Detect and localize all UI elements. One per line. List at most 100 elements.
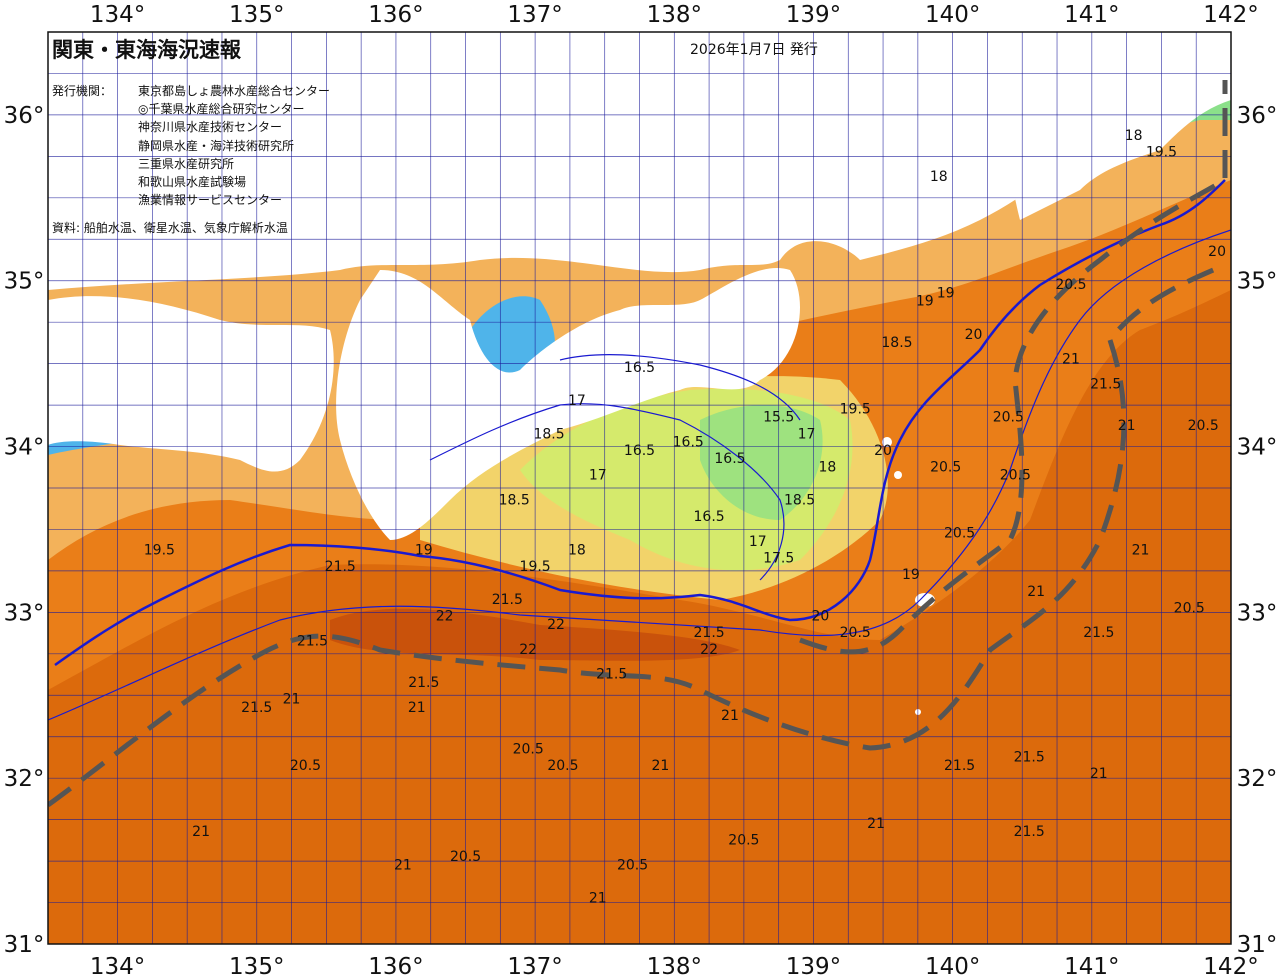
issuer-item: 神奈川県水産技術センター [138, 120, 283, 135]
isotherm-label: 20.5 [840, 625, 871, 641]
isotherm-label: 20 [965, 327, 983, 343]
isotherm-labels: 16.516.516.516.516.515.51717171717.51818… [144, 128, 1226, 907]
map-body: 16.516.516.516.516.515.51717171717.51818… [48, 32, 1231, 944]
isotherm-label: 21 [408, 700, 426, 716]
latitude-label-left: 36° [4, 103, 45, 129]
longitude-label-bottom: 139° [786, 954, 841, 980]
issuer-item: 漁業情報サービスセンター [138, 193, 283, 208]
isotherm-label: 22 [436, 609, 454, 625]
latitude-label-right: 34° [1237, 435, 1278, 461]
isotherm-19 [54, 179, 1226, 667]
isotherm-label: 20.5 [728, 833, 759, 849]
issuer-item: ◎千葉県水産総合研究センター [138, 102, 305, 117]
isotherm-label: 18.5 [881, 335, 912, 351]
isotherm-label: 16.5 [673, 435, 704, 451]
isotherm-label: 22 [700, 642, 718, 658]
isotherm-label: 16.5 [694, 509, 725, 525]
longitude-label-bottom: 141° [1064, 954, 1119, 980]
issuer-item: 東京都島しょ農林水産総合センター [138, 84, 331, 98]
latitude-label-right: 35° [1237, 269, 1278, 295]
longitude-label-bottom: 134° [90, 954, 145, 980]
longitude-label-bottom: 140° [925, 954, 980, 980]
coastal-water-16 [700, 405, 823, 520]
latitude-label-right: 31° [1237, 932, 1278, 958]
land-shikoku [48, 296, 334, 472]
isotherm-label: 17 [749, 534, 767, 550]
map-frame [47, 31, 1232, 945]
longitude-label-top: 135° [229, 2, 284, 28]
isotherm-label: 21 [589, 891, 607, 907]
isotherm-label: 21 [1118, 418, 1136, 434]
isotherm-label: 20 [812, 609, 830, 625]
isotherm-label: 21.5 [1014, 750, 1045, 766]
isotherm-label: 20.5 [930, 459, 961, 475]
isotherm-label: 21.5 [492, 592, 523, 608]
isotherm-label: 22 [547, 617, 565, 633]
isotherm-label: 21.5 [1014, 824, 1045, 840]
island [882, 437, 892, 447]
isotherm-label: 21.5 [694, 625, 725, 641]
isotherm-label: 21.5 [596, 667, 627, 683]
issuer-item: 和歌山県水産試験場 [138, 174, 247, 189]
isotherm-label: 21.5 [297, 634, 328, 650]
isotherm-label: 17 [568, 393, 586, 409]
isotherm-label: 20.5 [1188, 418, 1219, 434]
isotherm-label: 18 [818, 459, 836, 475]
data-source: 資料: 船舶水温、衛星水温、気象庁解析水温 [52, 221, 288, 235]
latitude-label-right: 36° [1237, 103, 1278, 129]
isotherm-label: 18 [1125, 128, 1143, 144]
longitude-label-top: 140° [925, 2, 980, 28]
isotherm-label: 19.5 [840, 401, 871, 417]
longitude-label-bottom: 137° [507, 954, 562, 980]
isotherm-label: 22 [519, 642, 537, 658]
isotherm-label: 21.5 [1090, 377, 1121, 393]
latitude-label-right: 33° [1237, 600, 1278, 626]
isotherm-label: 18.5 [784, 493, 815, 509]
isotherm-20 [48, 229, 1231, 721]
isotherm-label: 21 [651, 758, 669, 774]
isotherm-label: 21.5 [408, 675, 439, 691]
map-title: 関東・東海海況速報 [52, 38, 241, 62]
island [894, 471, 902, 479]
kuroshio-branch [799, 80, 1228, 655]
longitude-label-top: 136° [368, 2, 423, 28]
isotherm-17 [429, 403, 785, 581]
isotherm-label: 21.5 [1083, 625, 1114, 641]
isotherm-label: 21 [867, 816, 885, 832]
lat-lon-grid [48, 32, 1231, 944]
isotherm-16 [559, 353, 801, 421]
isotherm-label: 18.5 [533, 426, 564, 442]
kuroshio-axis [48, 262, 1226, 808]
longitude-label-top: 137° [507, 2, 562, 28]
isotherm-label: 20 [1208, 244, 1226, 260]
isotherm-label: 21 [1132, 542, 1150, 558]
isotherm-label: 19 [916, 294, 934, 310]
isotherm-label: 17 [589, 468, 607, 484]
isotherm-label: 17.5 [763, 551, 794, 567]
isotherm-label: 20.5 [1174, 600, 1205, 616]
latitude-label-left: 31° [4, 932, 45, 958]
isotherm-label: 21.5 [944, 758, 975, 774]
longitude-label-top: 141° [1064, 2, 1119, 28]
isotherm-label: 19 [937, 285, 955, 301]
isotherm-label: 19 [415, 542, 433, 558]
isotherm-label: 16.5 [714, 451, 745, 467]
isotherm-label: 21.5 [241, 700, 272, 716]
axis-labels: 134° 134° 135° 135° 136° 136° 137° 137° 138° 138°… [4, 2, 1278, 980]
issuer-list: 東京都島しょ農林水産総合センター ◎千葉県水産総合研究センター 神奈川県水産技術… [138, 82, 330, 209]
issue-date: 2026年1月7日 発行 [690, 42, 818, 58]
isotherm-label: 20.5 [1055, 277, 1086, 293]
isotherm-label: 20 [874, 443, 892, 459]
latitude-label-left: 33° [4, 600, 45, 626]
isotherm-label: 19.5 [520, 559, 551, 575]
issuers-label: 発行機関： [52, 84, 113, 98]
land-boso [1000, 60, 1231, 220]
isotherm-label: 17 [798, 426, 816, 442]
isotherm-label: 21 [1027, 584, 1045, 600]
isotherm-label: 21 [394, 857, 412, 873]
isotherm-label: 19 [902, 567, 920, 583]
isotherm-label: 16.5 [624, 360, 655, 376]
isotherm-label: 20.5 [944, 526, 975, 542]
isotherm-label: 18 [930, 169, 948, 185]
